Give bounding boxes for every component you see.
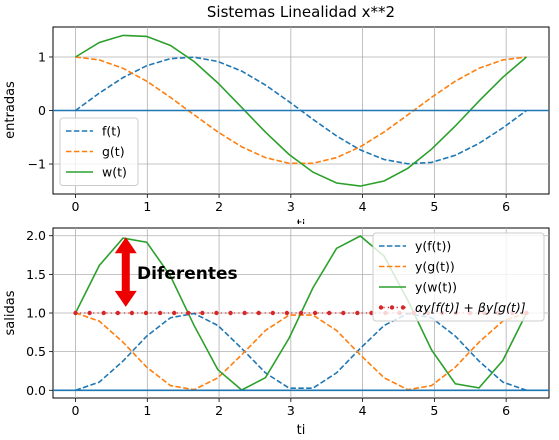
x-tick-label: 0 (72, 403, 80, 418)
y-tick-label: 1 (38, 49, 46, 64)
x-tick-label: 4 (359, 199, 367, 214)
series-line (75, 34, 528, 187)
y-tick-label: 0.0 (26, 383, 46, 398)
y-tick-label: −1 (28, 157, 46, 172)
bottom-legend: y(f(t)) y(g(t)) y(w(t)) αy[f(t)] + βy[g(t)] (372, 232, 545, 322)
y-tick-label: 0.5 (26, 344, 46, 359)
y-tick-label: 2.0 (26, 228, 46, 243)
y-tick-label: 0 (38, 103, 46, 118)
legend-label: f(t) (102, 124, 121, 139)
legend-label: y(f(t)) (415, 239, 451, 254)
top-series (53, 34, 549, 187)
x-tick-label: 6 (502, 403, 510, 418)
sum-dot (101, 310, 106, 316)
x-tick-label: 6 (502, 199, 510, 214)
sum-dot (214, 310, 219, 316)
y-tick-label: 1.5 (26, 267, 46, 282)
annotation-text: Diferentes (137, 264, 238, 284)
bottom-ticks: 0 1 2 3 4 5 6 0.0 0.5 1.0 1.5 2.0 (26, 228, 510, 418)
sum-dot (326, 310, 332, 316)
bottom-axes-background (45, 224, 555, 230)
sum-dot (115, 310, 121, 316)
legend-dot (378, 305, 384, 310)
bottom-axes: 0 1 2 3 4 5 6 0.0 0.5 1.0 1.5 2.0 ti salidas y(f(t)… (3, 224, 555, 438)
x-tick-label: 5 (430, 403, 438, 418)
sum-dot (341, 310, 346, 316)
legend-box (59, 117, 139, 186)
annotation: Diferentes (114, 237, 238, 307)
x-tick-label: 2 (215, 199, 223, 214)
x-tick-label: 3 (287, 403, 295, 418)
sum-dot (228, 310, 233, 316)
sum-dot (270, 310, 276, 316)
sum-dot (256, 310, 261, 316)
legend-dot (389, 305, 395, 310)
sum-dot (186, 310, 191, 316)
top-y-label: entradas (3, 81, 18, 139)
sum-dot (87, 310, 92, 316)
legend-label: w(t) (102, 165, 127, 180)
x-tick-label: 0 (72, 199, 80, 214)
series-line (75, 312, 527, 392)
sum-dot (143, 310, 149, 316)
top-legend: f(t) g(t) w(t) (59, 117, 139, 186)
sum-dot (242, 310, 247, 316)
legend-label: αy[f(t)] + βy[g(t)] (415, 300, 526, 315)
legend-label: y(g(t)) (415, 259, 455, 274)
sum-dot (171, 310, 177, 316)
sum-dot (312, 310, 318, 316)
sum-dot (284, 310, 290, 316)
sum-dot (355, 310, 360, 316)
sum-dot (200, 310, 205, 316)
x-tick-label: 2 (215, 403, 223, 418)
legend-label: y(w(t)) (415, 280, 457, 295)
legend-box (372, 232, 545, 322)
bottom-y-label: salidas (3, 290, 18, 335)
legend-dot (400, 305, 406, 310)
bottom-x-label: ti (297, 423, 306, 438)
x-tick-label: 1 (143, 403, 151, 418)
y-tick-label: 1.0 (26, 306, 46, 321)
legend-label: g(t) (102, 144, 125, 159)
top-title: Sistemas Linealidad x**2 (207, 3, 395, 21)
sum-dot (129, 310, 135, 316)
x-tick-label: 4 (359, 403, 367, 418)
x-tick-label: 5 (430, 199, 438, 214)
sum-dot (157, 310, 163, 316)
sum-dot (298, 310, 304, 316)
x-tick-label: 3 (287, 199, 295, 214)
x-tick-label: 1 (143, 199, 151, 214)
sum-dot (73, 310, 78, 316)
double-arrow-icon (114, 237, 137, 307)
top-ticks: 0 1 2 3 4 5 6 −1 0 1 (28, 49, 511, 214)
